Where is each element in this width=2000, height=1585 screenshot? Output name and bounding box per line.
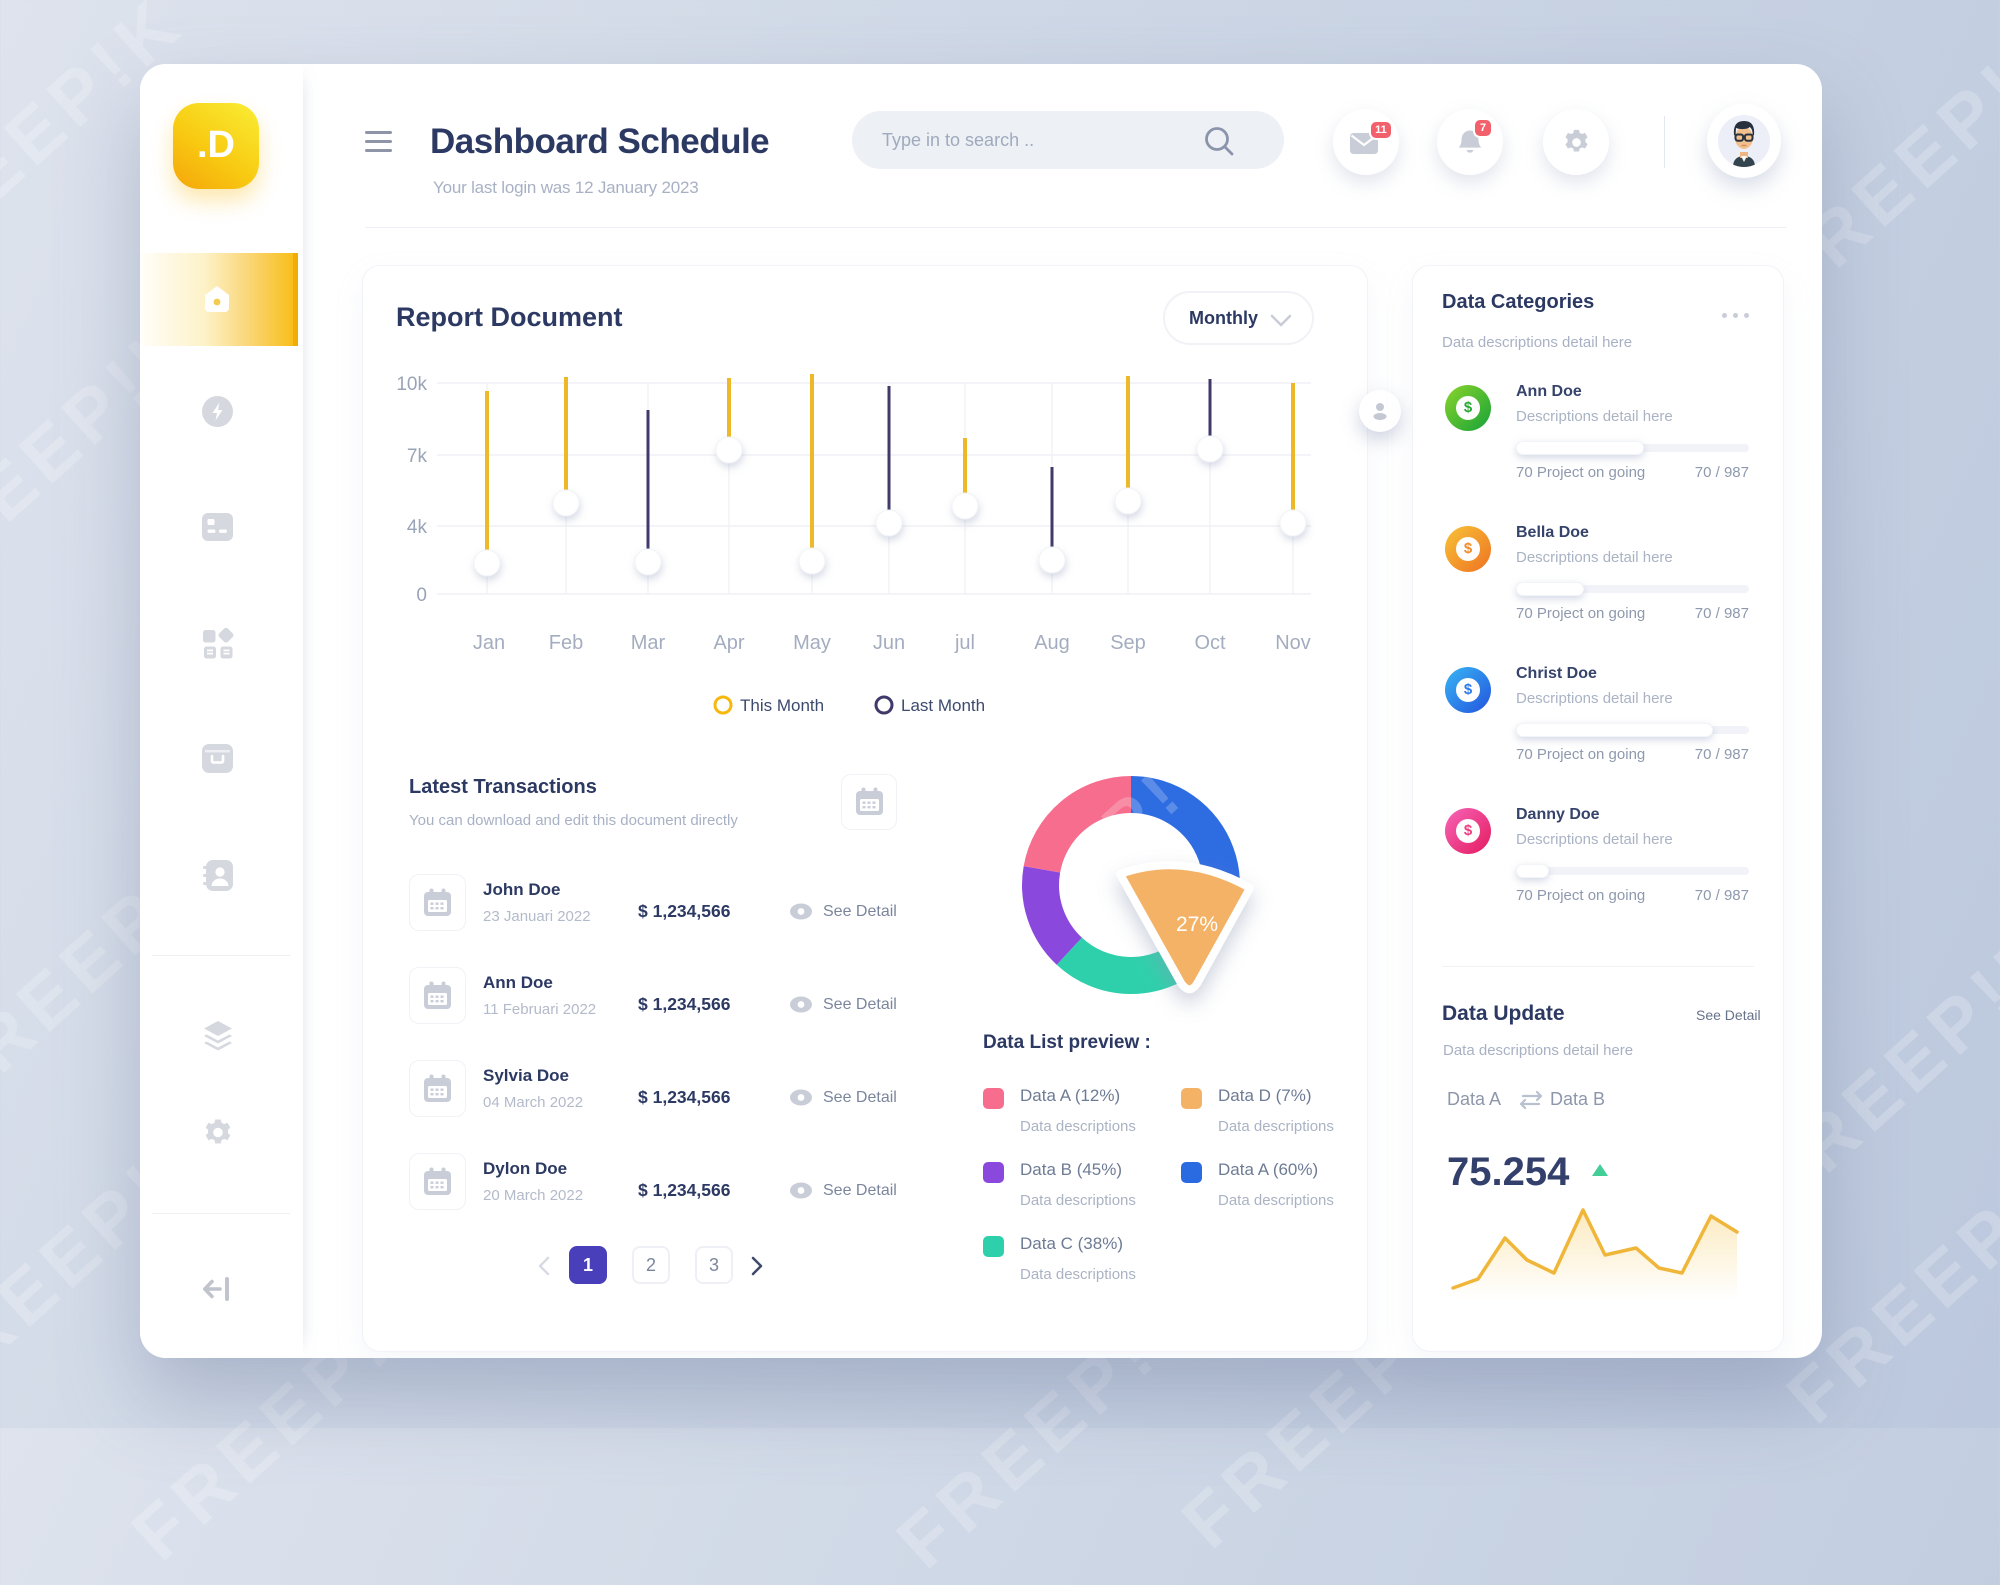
svg-text:Last Month: Last Month: [901, 696, 985, 715]
svg-text:Feb: Feb: [549, 632, 583, 654]
svg-text:jul: jul: [954, 632, 975, 654]
svg-text:Jun: Jun: [873, 632, 905, 654]
svg-text:0: 0: [416, 585, 427, 606]
svg-text:4k: 4k: [407, 517, 428, 538]
svg-text:Aug: Aug: [1034, 632, 1070, 654]
svg-text:Mar: Mar: [631, 632, 666, 654]
svg-text:Sep: Sep: [1110, 632, 1146, 654]
svg-text:Nov: Nov: [1275, 632, 1311, 654]
svg-text:Apr: Apr: [713, 632, 744, 654]
svg-text:Oct: Oct: [1194, 632, 1226, 654]
svg-text:Jan: Jan: [473, 632, 505, 654]
svg-text:May: May: [793, 632, 831, 654]
svg-text:This Month: This Month: [740, 696, 824, 715]
svg-text:7k: 7k: [407, 446, 428, 467]
svg-text:27%: 27%: [1176, 913, 1218, 936]
svg-text:10k: 10k: [396, 374, 427, 395]
